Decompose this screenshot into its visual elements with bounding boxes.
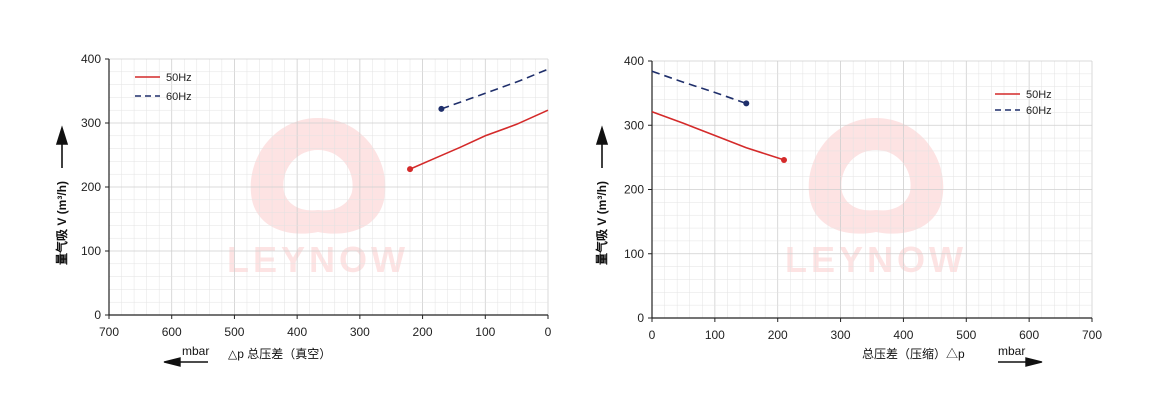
legend: 50Hz 60Hz [995,89,1052,117]
tick-labels: 0 100 200 300 400 500 600 700 0 100 200 300 400 [81,52,552,339]
x-axis-label-group: 总压差（压缩）△p mbar [862,344,1043,367]
x-axis-label: △p 总压差（真空） [228,347,331,361]
x-tick-label: 0 [545,325,552,339]
series-endpoint-60hz [743,100,750,107]
x-tick-label: 700 [1082,328,1102,342]
legend-label-50hz: 50Hz [166,72,192,84]
y-tick-label: 200 [624,183,644,197]
y-tick-label: 400 [624,54,644,68]
tick-labels: 0 100 200 300 400 500 600 700 0 100 200 300 400 [624,54,1102,342]
series-endpoint-50hz [407,166,414,173]
series-line-60hz [441,68,549,110]
series-line-50hz [409,109,549,170]
y-tick-label: 0 [94,308,101,322]
x-arrow-right-icon [998,357,1043,367]
watermark-logo-2: LEYNOW [785,118,967,280]
y-axis-label-group: 量气吸 V (m³/h) [54,125,69,265]
legend-label-60hz: 60Hz [166,91,192,103]
watermark-mark [808,118,944,234]
x-axis-label: 总压差（压缩）△p [862,346,965,361]
y-axis-label: 量气吸 V (m³/h) [594,181,609,265]
x-tick-label: 400 [287,325,307,339]
axes [648,60,1093,322]
x-tick-label: 600 [1019,328,1039,342]
legend: 50Hz 60Hz [135,72,192,103]
y-tick-label: 300 [81,116,101,130]
grid [651,60,1093,319]
series-endpoint-50hz [781,156,787,163]
x-arrow-left-icon [163,357,208,367]
x-unit-label: mbar [998,344,1025,358]
grid [108,58,549,316]
x-tick-label: 500 [224,325,244,339]
x-tick-label: 500 [956,328,976,342]
x-tick-label: 300 [350,325,370,339]
y-arrow-icon [595,125,609,168]
y-axis-label: 量气吸 V (m³/h) [54,181,69,265]
x-tick-label: 100 [705,328,725,342]
x-tick-label: 0 [649,328,656,342]
y-tick-label: 300 [624,118,644,132]
y-axis-label-group: 量气吸 V (m³/h) [594,125,609,265]
series-line-60hz [651,70,747,105]
x-axis-label-group: mbar △p 总压差（真空） [163,344,331,367]
legend-label-60hz: 60Hz [1026,105,1052,117]
legend-label-50hz: 50Hz [1026,89,1052,101]
x-tick-label: 100 [475,325,495,339]
y-arrow-icon [55,125,69,168]
x-unit-label: mbar [182,344,209,358]
x-tick-label: 700 [99,325,119,339]
y-tick-label: 200 [81,180,101,194]
watermark-mark [250,118,386,234]
x-tick-label: 400 [893,328,913,342]
series-endpoint-60hz [438,105,445,112]
axes [105,58,549,319]
y-tick-label: 100 [624,247,644,261]
series-lines [407,68,549,173]
x-tick-label: 200 [768,328,788,342]
x-tick-label: 200 [413,325,433,339]
watermark-logo: LEYNOW [227,118,409,280]
series-line-50hz [651,111,785,161]
vacuum-chart: LEYNOW 0 100 200 300 400 500 600 700 0 100 200 300 4… [54,52,552,367]
compression-chart: LEYNOW 0 100 200 300 400 500 600 700 0 100 200 300 4… [594,54,1102,367]
x-tick-label: 300 [831,328,851,342]
watermark-text: LEYNOW [227,239,409,280]
y-tick-label: 400 [81,52,101,66]
x-tick-label: 600 [162,325,182,339]
series-lines [651,70,787,163]
y-tick-label: 0 [637,311,644,325]
y-tick-label: 100 [81,244,101,258]
watermark-text: LEYNOW [785,239,967,280]
